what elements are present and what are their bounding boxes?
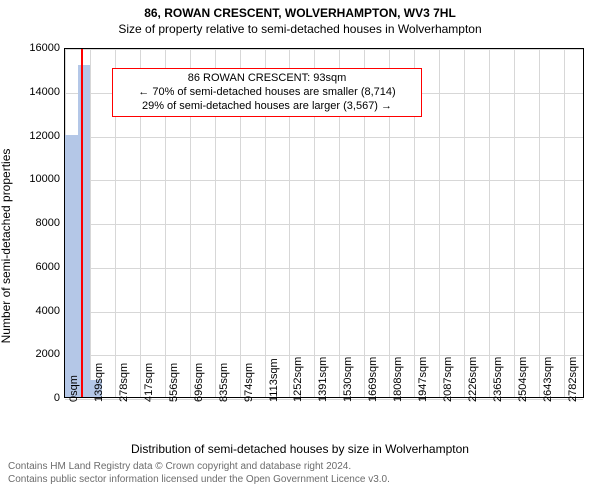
- footer-line2: Contains public sector information licen…: [8, 473, 592, 486]
- xtick-label: 2365sqm: [492, 357, 504, 402]
- xtick-label: 974sqm: [243, 363, 255, 402]
- xtick-label: 1530sqm: [342, 357, 354, 402]
- xtick-label: 2226sqm: [467, 357, 479, 402]
- page-subtitle: Size of property relative to semi-detach…: [0, 20, 600, 38]
- histogram-bar: [78, 65, 90, 398]
- annotation-line3: 29% of semi-detached houses are larger (…: [119, 100, 415, 114]
- footer-line1: Contains HM Land Registry data © Crown c…: [8, 460, 592, 473]
- annotation-box: 86 ROWAN CRESCENT: 93sqm ← 70% of semi-d…: [112, 68, 422, 117]
- ytick-label: 2000: [10, 348, 60, 360]
- xtick-label: 417sqm: [143, 363, 155, 402]
- histogram-bar: [65, 135, 78, 398]
- footer: Contains HM Land Registry data © Crown c…: [0, 454, 600, 486]
- xtick-label: 1669sqm: [367, 357, 379, 402]
- xtick-label: 1113sqm: [268, 358, 280, 402]
- xtick-label: 0sqm: [68, 375, 80, 402]
- xtick-label: 2782sqm: [567, 357, 579, 402]
- ytick-label: 0: [10, 392, 60, 404]
- xaxis-label: Distribution of semi-detached houses by …: [0, 442, 600, 456]
- xtick-label: 556sqm: [168, 363, 180, 402]
- xtick-label: 139sqm: [93, 363, 105, 402]
- xtick-label: 2643sqm: [542, 357, 554, 402]
- chart-area: Number of semi-detached properties 86 RO…: [0, 38, 600, 454]
- xtick-label: 696sqm: [193, 363, 205, 402]
- xtick-label: 1947sqm: [417, 357, 429, 402]
- xtick-label: 835sqm: [218, 363, 230, 402]
- ytick-label: 16000: [10, 42, 60, 54]
- annotation-line2: ← 70% of semi-detached houses are smalle…: [119, 86, 415, 100]
- page-title: 86, ROWAN CRESCENT, WOLVERHAMPTON, WV3 7…: [0, 0, 600, 20]
- ytick-label: 6000: [10, 261, 60, 273]
- ytick-label: 8000: [10, 217, 60, 229]
- ytick-label: 14000: [10, 86, 60, 98]
- ytick-label: 4000: [10, 305, 60, 317]
- xtick-label: 1808sqm: [392, 357, 404, 402]
- ytick-label: 12000: [10, 130, 60, 142]
- annotation-line1: 86 ROWAN CRESCENT: 93sqm: [119, 72, 415, 86]
- marker-line: [81, 49, 83, 397]
- xtick-label: 1391sqm: [317, 357, 329, 402]
- xtick-label: 1252sqm: [292, 357, 304, 402]
- xtick-label: 2504sqm: [517, 357, 529, 402]
- xtick-label: 2087sqm: [442, 357, 454, 402]
- xtick-label: 278sqm: [118, 363, 130, 402]
- ytick-label: 10000: [10, 173, 60, 185]
